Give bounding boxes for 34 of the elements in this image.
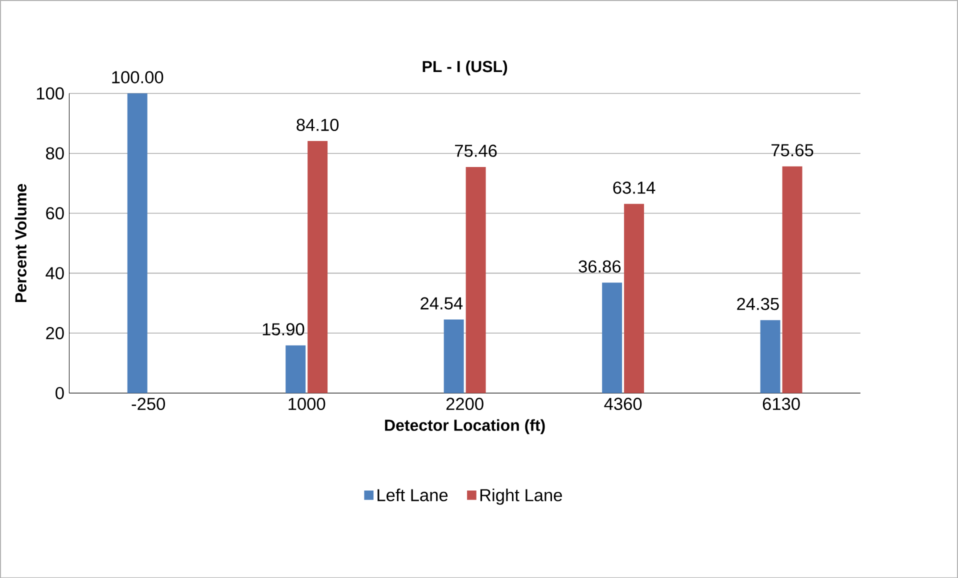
y-tick-label: 100 [36,87,64,100]
data-label: 24.35 [737,298,779,310]
data-label: 24.54 [420,297,463,310]
bar [286,345,306,393]
y-tick-label: 40 [46,266,64,280]
data-label: 84.10 [296,118,339,131]
bar [308,140,328,393]
bar [602,282,622,393]
data-label: 75.65 [772,144,814,156]
data-label: 15.90 [262,322,304,336]
bar [624,204,644,393]
y-tick-label: 20 [46,326,64,340]
bar [760,320,780,393]
legend-label: Left Lane [378,488,448,502]
y-tick-label: 0 [56,386,64,400]
bar [466,166,486,393]
data-label: 75.46 [455,144,497,157]
bar [782,166,802,393]
legend-label: Right Lane [480,488,562,505]
x-tick-label: 1000 [288,398,326,410]
x-axis-title: Detector Location (ft) [385,419,545,434]
chart-title: PL - I (USL) [422,60,508,76]
bar [444,319,464,393]
x-tick-label: 4360 [604,398,642,410]
bar [127,93,148,393]
data-label: 36.86 [578,260,621,272]
x-tick-label: 6130 [762,398,800,410]
y-tick-label: 60 [46,206,64,220]
y-axis-title: Percent Volume [14,184,26,302]
data-label: 100.00 [112,70,164,84]
x-tick-label: 2200 [446,398,484,410]
data-label: 63.14 [613,181,656,194]
x-tick-label: -250 [132,398,166,410]
y-tick-label: 80 [46,147,64,160]
